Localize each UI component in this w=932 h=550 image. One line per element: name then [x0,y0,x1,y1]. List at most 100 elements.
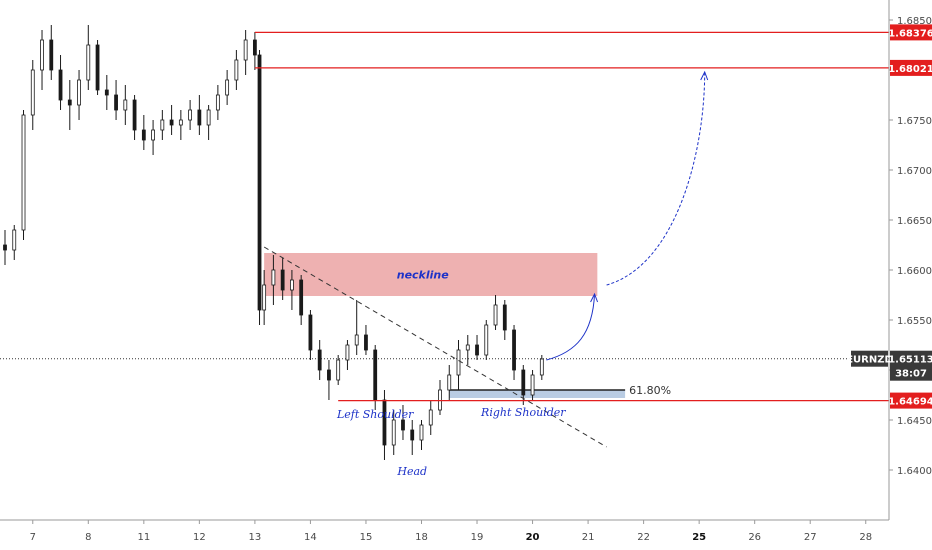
candle-body [104,89,109,96]
x-tick-label: 19 [471,532,484,543]
candle-body [160,119,165,131]
symbol-label: EURNZD [846,355,893,366]
candle-body [290,279,294,291]
x-tick-label: 28 [859,532,872,543]
candle-body [317,349,322,371]
x-tick-label: 7 [30,532,36,543]
candle-body [77,79,81,106]
pattern-annotation: Right Shoulder [480,406,566,419]
candle-body [252,39,257,56]
arrow-head-2 [700,70,709,81]
pattern-annotation: Head [396,465,427,478]
x-tick-label: 11 [137,532,150,543]
candle-body [95,44,100,91]
candle-body [345,344,350,361]
candle-body [12,229,17,251]
candle-body [132,99,137,131]
candle-body [40,39,44,71]
drawings-layer: Left Shoulder Head Right Shoulder [254,31,889,478]
candles-layer [3,25,544,460]
candle-body [58,69,63,101]
candle-body [428,409,433,426]
neckline-zone [264,253,598,296]
candle-body [141,129,146,141]
candle-body [382,399,387,446]
level-price-label: 1.64694 [888,397,932,408]
candle-body [271,269,276,286]
candle-body [67,99,72,106]
x-tick-label: 26 [748,532,761,543]
projection-arrow-1 [546,293,596,361]
current-price-tag [890,350,932,381]
candle-body [215,94,220,111]
level-price-label: 1.68376 [888,28,932,39]
level-price-label: 1.68021 [888,64,932,75]
candle-body [308,314,313,351]
candle-body [401,419,405,431]
candle-body [151,129,155,141]
candle-body [197,109,202,126]
x-tick-label: 15 [360,532,373,543]
x-tick-label: 13 [249,532,262,543]
x-tick-label: 20 [526,532,540,543]
candle-body [49,39,54,71]
x-tick-label: 12 [193,532,206,543]
x-tick-label: 22 [637,532,650,543]
candle-body [419,424,424,441]
candle-body [456,349,461,376]
fib-zone [449,390,626,398]
candle-body [484,324,489,356]
fib-level-label: 61.80% [629,384,671,397]
candle-body [364,334,368,351]
candle-body [262,284,267,311]
candle-body [410,429,415,441]
x-tick-label: 25 [692,532,706,543]
candle-body [280,269,285,291]
symbol-tag [851,350,888,367]
candle-body [502,304,507,331]
neckline-label: neckline [397,269,449,282]
candle-body [3,244,7,251]
candle-body [234,59,239,81]
candle-body [530,374,535,396]
candle-body [225,79,230,96]
pattern-annotation: Left Shoulder [336,408,414,421]
x-tick-label: 27 [804,532,817,543]
time-axis[interactable]: 7 8 11 12 13 14 15 18 19 20 21 22 25 26 27 28 [30,520,873,543]
candle-body [327,369,331,381]
candle-body [114,94,118,111]
candle-body [169,119,174,126]
y-tick-label: 1.68500 [897,16,932,27]
y-tick-label: 1.65500 [897,316,932,327]
current-price-label: 1.65113 [888,355,932,366]
y-tick-label: 1.64000 [897,466,932,477]
level-price-tag [890,392,932,409]
candle-body [21,114,26,231]
candle-body [188,109,193,121]
candle-body [521,369,526,396]
y-tick-label: 1.66500 [897,216,932,227]
candle-body [178,119,183,126]
level-price-tag [890,59,932,76]
candle-body [512,329,516,371]
candle-body [243,39,248,61]
candle-body [447,374,452,391]
candle-body [257,54,262,311]
candle-body [373,349,378,401]
x-tick-label: 18 [415,532,428,543]
candle-body [391,419,396,446]
y-tick-label: 1.67500 [897,116,932,127]
projection-arrow-2 [606,71,706,286]
candle-body [123,99,128,111]
y-tick-label: 1.64500 [897,416,932,427]
candle-body [493,304,498,326]
candle-body [539,358,544,376]
x-tick-label: 8 [85,532,91,543]
zones-layer: neckline 61.80% [0,253,889,398]
candle-body [86,44,91,81]
level-price-tag [890,24,932,41]
x-tick-label: 14 [304,532,317,543]
candle-body [465,344,470,351]
